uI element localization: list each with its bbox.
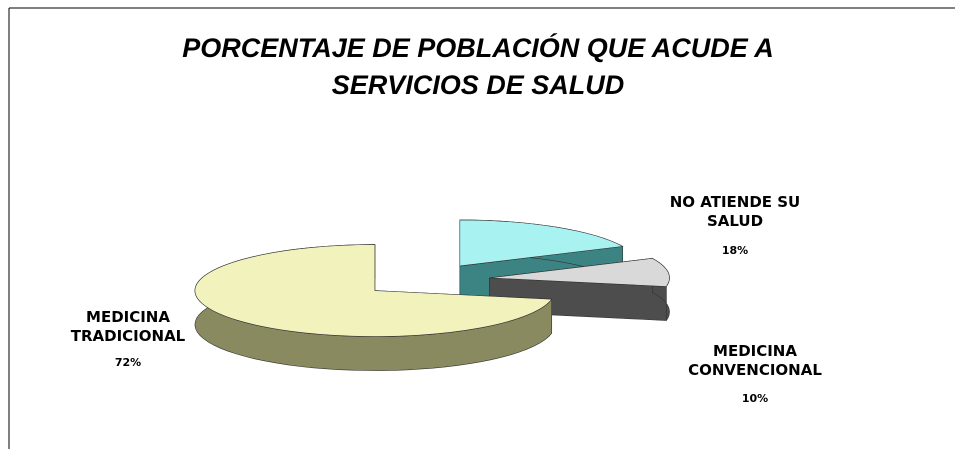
category-label: MEDICINA TRADICIONAL — [70, 308, 186, 345]
value-label: 18% — [721, 244, 749, 257]
chart-title: PORCENTAJE DE POBLACIÓN QUE ACUDE A SERV… — [182, 33, 774, 100]
category-label: NO ATIENDE SU SALUD — [669, 193, 801, 230]
value-label: 10% — [741, 392, 769, 405]
value-label: 72% — [114, 356, 142, 369]
slice — [194, 244, 553, 337]
slice — [459, 219, 624, 267]
slice — [489, 258, 670, 287]
pie — [194, 219, 670, 371]
category-label: MEDICINA CONVENCIONAL — [688, 342, 822, 379]
